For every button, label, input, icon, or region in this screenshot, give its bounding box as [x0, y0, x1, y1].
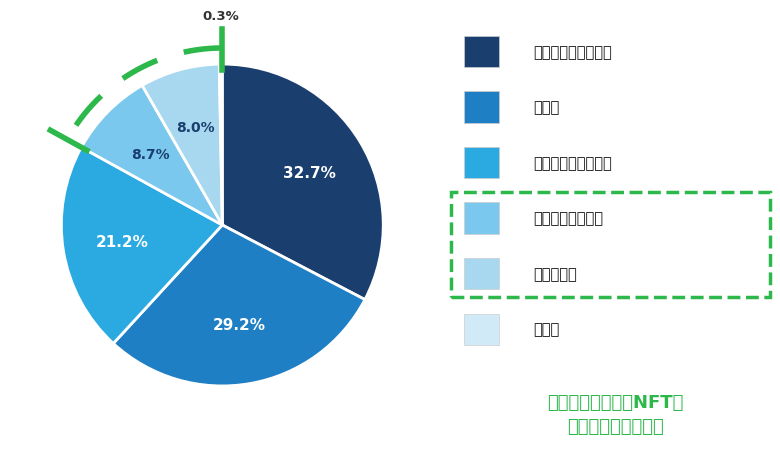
Text: その他: その他 [533, 322, 559, 337]
FancyBboxPatch shape [464, 92, 498, 123]
Text: 0.3%: 0.3% [202, 10, 239, 23]
Wedge shape [113, 226, 365, 386]
Text: ほとんどの企業がNFTを
事業化できていない: ほとんどの企業がNFTを 事業化できていない [547, 393, 683, 435]
Wedge shape [81, 86, 222, 226]
Text: 検討中: 検討中 [533, 100, 559, 115]
Text: 8.0%: 8.0% [176, 121, 214, 135]
Wedge shape [62, 148, 222, 344]
Text: まだ検討していない: まだ検討していない [533, 156, 612, 170]
Text: 21.2%: 21.2% [96, 235, 149, 249]
FancyBboxPatch shape [464, 258, 498, 290]
FancyBboxPatch shape [464, 314, 498, 345]
Wedge shape [222, 65, 383, 300]
FancyBboxPatch shape [464, 37, 498, 68]
Text: 8.7%: 8.7% [131, 147, 169, 161]
Text: 既に活用している: 既に活用している [533, 211, 603, 226]
Wedge shape [219, 65, 222, 225]
Text: 検討に向けて準備中: 検討に向けて準備中 [533, 45, 612, 60]
Text: 32.7%: 32.7% [282, 166, 335, 180]
Text: 予算化済み: 予算化済み [533, 267, 576, 281]
FancyBboxPatch shape [464, 203, 498, 234]
Wedge shape [142, 65, 222, 225]
Text: 29.2%: 29.2% [213, 318, 266, 333]
FancyBboxPatch shape [464, 147, 498, 179]
